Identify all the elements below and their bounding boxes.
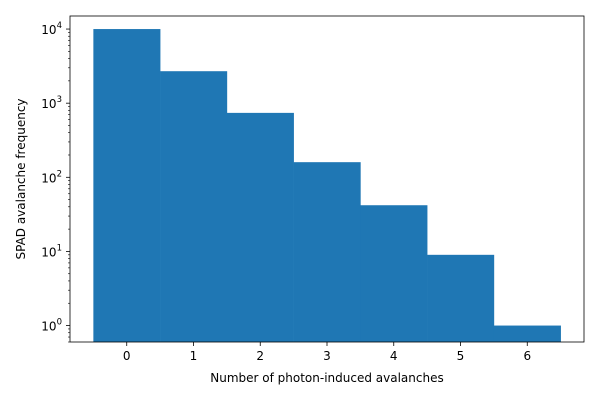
bar-6 — [493, 325, 561, 342]
x-tick-label: 6 — [523, 349, 531, 363]
bar-2 — [226, 112, 294, 342]
y-axis-label: SPAD avalanche frequency — [14, 98, 28, 259]
x-tick-label: 1 — [190, 349, 198, 363]
x-tick-label: 5 — [457, 349, 465, 363]
bars — [93, 29, 561, 343]
y-tick-label: 100 — [41, 318, 62, 334]
y-tick-label: 101 — [41, 243, 62, 259]
y-tick-label: 103 — [41, 95, 62, 111]
y-tick-label: 104 — [41, 21, 62, 37]
bar-1 — [160, 71, 228, 343]
bar-3 — [293, 162, 361, 342]
x-axis-label: Number of photon-induced avalanches — [210, 371, 443, 385]
ticks: 0 1 2 3 4 5 6 100 101 102 103 104 — [41, 21, 531, 363]
bar-5 — [427, 254, 495, 342]
x-tick-label: 0 — [123, 349, 131, 363]
x-tick-label: 2 — [256, 349, 264, 363]
x-tick-label: 3 — [323, 349, 331, 363]
bar-0 — [93, 29, 161, 343]
y-tick-label: 102 — [41, 169, 62, 185]
plot-frame — [69, 15, 585, 343]
bar-4 — [360, 205, 428, 342]
x-tick-label: 4 — [390, 349, 398, 363]
